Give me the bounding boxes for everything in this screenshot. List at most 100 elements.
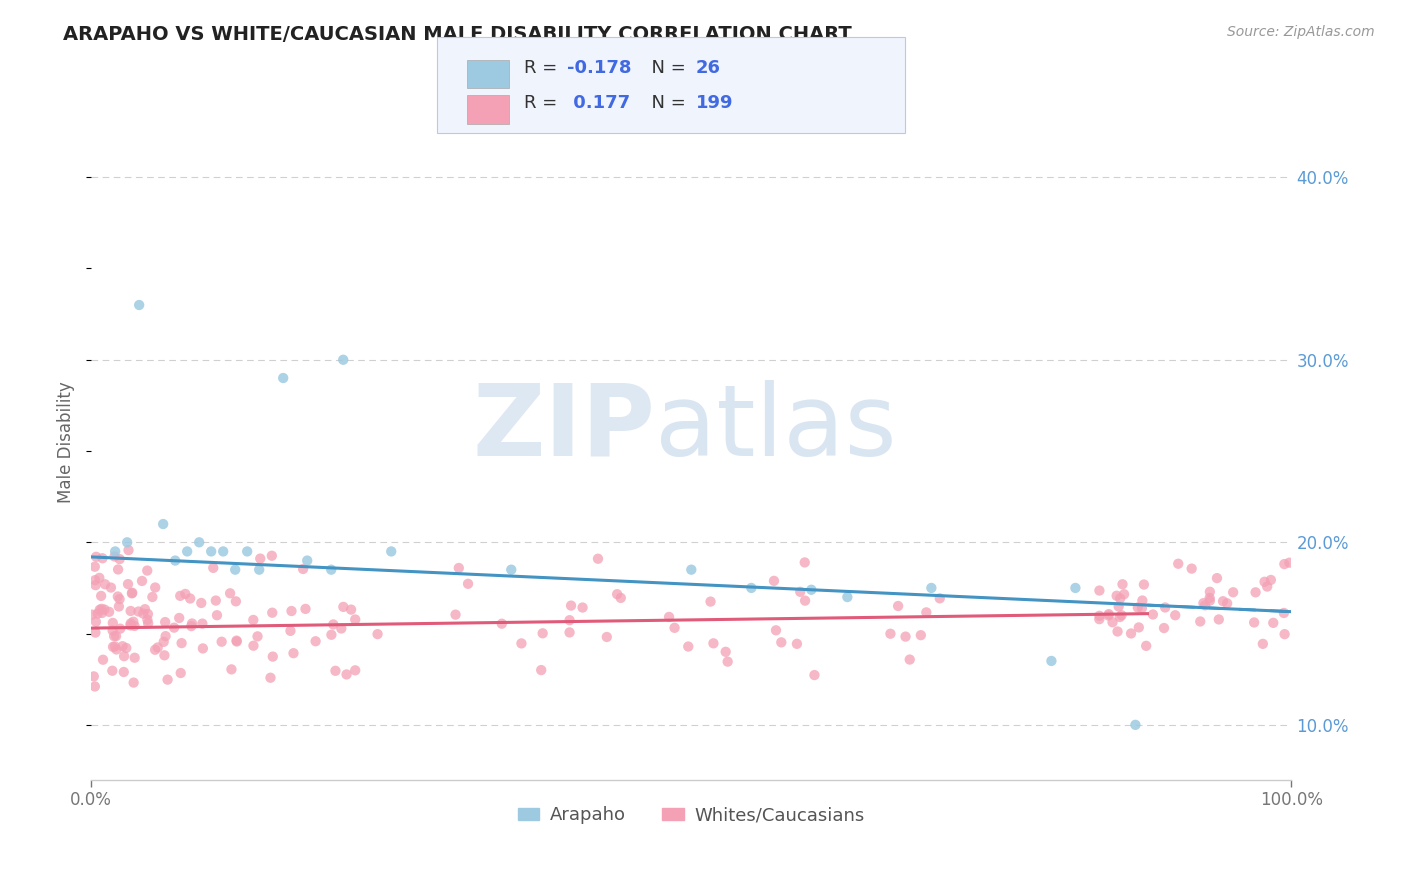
Point <box>242 639 264 653</box>
Point <box>786 637 808 651</box>
Point <box>100 581 122 595</box>
Point <box>104 544 127 558</box>
Text: N =: N = <box>640 95 692 112</box>
Point <box>794 593 817 607</box>
Point <box>1260 573 1282 587</box>
Point <box>322 617 344 632</box>
Point <box>325 664 347 678</box>
Point <box>510 636 533 650</box>
Point <box>1198 584 1220 599</box>
Point <box>283 646 305 660</box>
Point <box>152 517 174 532</box>
Point <box>910 628 932 642</box>
Point <box>447 561 470 575</box>
Point <box>335 667 357 681</box>
Point <box>678 640 700 654</box>
Point <box>280 624 302 638</box>
Point <box>491 616 513 631</box>
Point <box>1274 627 1296 641</box>
Text: N =: N = <box>640 59 692 77</box>
Point <box>800 582 823 597</box>
Point <box>1198 591 1220 605</box>
Point <box>321 628 343 642</box>
Point <box>658 610 681 624</box>
Point <box>1194 599 1216 613</box>
Point <box>571 600 593 615</box>
Point <box>887 599 910 613</box>
Point <box>1222 585 1244 599</box>
Point <box>1111 608 1133 623</box>
Point <box>115 535 138 549</box>
Point <box>224 563 246 577</box>
Point <box>1108 599 1130 614</box>
Point <box>1111 577 1133 591</box>
Point <box>606 587 628 601</box>
Point <box>181 616 204 631</box>
Point <box>94 577 117 591</box>
Point <box>90 589 112 603</box>
Point <box>1088 583 1111 598</box>
Point <box>1154 600 1177 615</box>
Point <box>344 612 367 626</box>
Point <box>789 584 811 599</box>
Point <box>1189 615 1212 629</box>
Point <box>610 591 633 605</box>
Point <box>170 666 193 681</box>
Point <box>664 621 686 635</box>
Point <box>225 594 247 608</box>
Point <box>558 613 581 627</box>
Point <box>121 586 143 600</box>
Point <box>219 586 242 600</box>
Point <box>136 613 159 627</box>
Point <box>1244 585 1267 599</box>
Point <box>803 668 825 682</box>
Point <box>898 652 921 666</box>
Point <box>271 371 294 385</box>
Point <box>152 635 174 649</box>
Point <box>765 624 787 638</box>
Point <box>103 549 125 564</box>
Point <box>259 671 281 685</box>
Point <box>295 553 318 567</box>
Point <box>531 626 554 640</box>
Point <box>1142 607 1164 622</box>
Text: 0.177: 0.177 <box>567 95 630 112</box>
Point <box>1126 600 1149 615</box>
Point <box>681 563 703 577</box>
Point <box>212 544 235 558</box>
Point <box>1130 593 1153 607</box>
Point <box>136 607 159 621</box>
Point <box>1064 581 1087 595</box>
Point <box>714 645 737 659</box>
Point <box>304 634 326 648</box>
Point <box>1112 587 1135 601</box>
Legend: Arapaho, Whites/Caucasians: Arapaho, Whites/Caucasians <box>510 799 872 831</box>
Point <box>1097 608 1119 623</box>
Point <box>1199 593 1222 607</box>
Point <box>108 552 131 566</box>
Point <box>176 544 198 558</box>
Point <box>98 605 121 619</box>
Point <box>155 629 177 643</box>
Point <box>180 619 202 633</box>
Point <box>120 618 142 632</box>
Point <box>105 642 128 657</box>
Point <box>143 642 166 657</box>
Point <box>1098 607 1121 621</box>
Point <box>84 578 107 592</box>
Point <box>1181 561 1204 575</box>
Point <box>560 599 582 613</box>
Point <box>89 603 111 617</box>
Point <box>132 607 155 621</box>
Point <box>80 607 103 622</box>
Point <box>120 604 142 618</box>
Point <box>87 607 110 621</box>
Point <box>120 616 142 631</box>
Point <box>211 634 233 648</box>
Point <box>1107 624 1129 639</box>
Point <box>84 615 107 629</box>
Point <box>131 574 153 588</box>
Point <box>204 593 226 607</box>
Point <box>292 562 315 576</box>
Text: ARAPAHO VS WHITE/CAUCASIAN MALE DISABILITY CORRELATION CHART: ARAPAHO VS WHITE/CAUCASIAN MALE DISABILI… <box>63 25 852 44</box>
